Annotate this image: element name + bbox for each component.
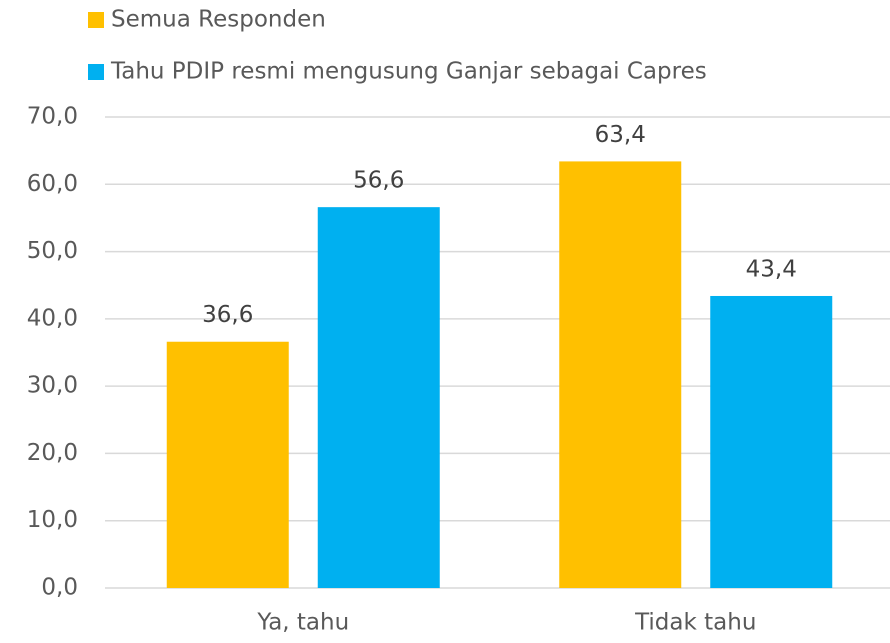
legend-label: Tahu PDIP resmi mengusung Ganjar sebagai… [110, 59, 707, 85]
data-label: 63,4 [595, 122, 646, 148]
x-tick-label: Ya, tahu [256, 610, 349, 636]
y-tick-label: 50,0 [27, 238, 78, 264]
y-tick-label: 0,0 [41, 575, 78, 601]
y-tick-label: 20,0 [27, 440, 78, 466]
data-label: 56,6 [353, 168, 404, 194]
legend-swatch [88, 12, 104, 28]
bar [317, 207, 440, 589]
bar [166, 341, 289, 588]
y-tick-label: 30,0 [27, 373, 78, 399]
y-tick-label: 40,0 [27, 305, 78, 331]
x-tick-label: Tidak tahu [634, 610, 756, 636]
y-tick-label: 10,0 [27, 507, 78, 533]
legend-swatch [88, 64, 104, 80]
y-tick-label: 70,0 [27, 104, 78, 130]
bar [710, 295, 833, 588]
legend-label: Semua Responden [111, 7, 326, 33]
y-tick-label: 60,0 [27, 171, 78, 197]
data-label: 43,4 [746, 256, 797, 282]
bar [559, 161, 682, 588]
data-label: 36,6 [202, 302, 253, 328]
